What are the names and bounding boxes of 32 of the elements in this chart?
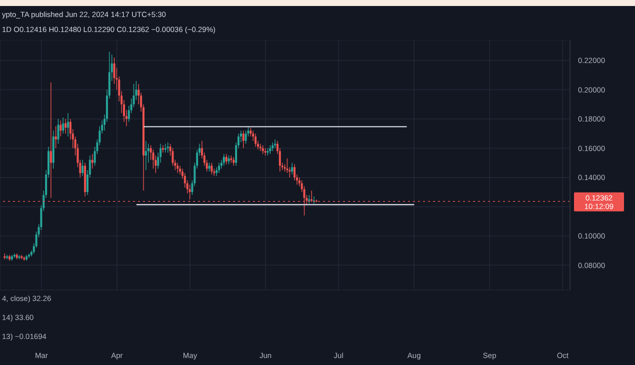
candlestick <box>294 164 296 181</box>
candlestick <box>218 162 220 174</box>
candlestick <box>254 133 257 148</box>
candlestick <box>144 140 147 170</box>
candlestick <box>291 162 294 175</box>
candlestick <box>54 126 57 149</box>
candlestick <box>50 82 52 198</box>
candlestick <box>66 112 69 137</box>
candlestick <box>91 154 94 170</box>
candlestick <box>259 143 262 152</box>
candlestick <box>152 149 154 170</box>
candlestick <box>28 253 30 258</box>
candlestick <box>222 154 225 166</box>
candlestick <box>82 160 84 176</box>
candlestick <box>164 143 166 153</box>
candlestick <box>6 254 8 260</box>
candlestick <box>216 166 218 176</box>
candlestick <box>179 165 182 175</box>
candlestick <box>210 162 213 175</box>
candlestick <box>62 117 64 134</box>
candlestick <box>162 144 164 153</box>
candlestick <box>60 120 62 137</box>
candlestick <box>225 154 228 165</box>
candlestick <box>274 139 276 149</box>
candlestick <box>242 130 244 149</box>
candlestick <box>57 118 60 144</box>
candlestick <box>172 148 174 166</box>
candlestick <box>64 118 67 134</box>
candlestick <box>176 162 179 174</box>
candlestick <box>166 142 169 153</box>
candlestick <box>244 130 247 144</box>
candlestick <box>286 158 288 174</box>
